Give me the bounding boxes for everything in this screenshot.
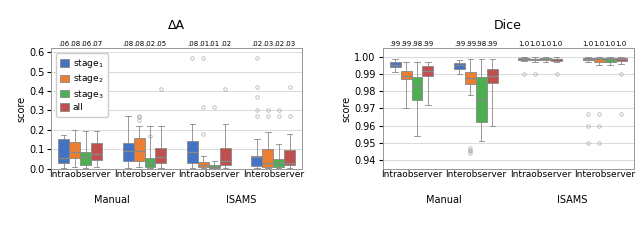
PathPatch shape [390, 62, 401, 67]
Y-axis label: score: score [16, 95, 26, 121]
PathPatch shape [156, 148, 166, 163]
Legend: stage$_1$, stage$_2$, stage$_3$, all: stage$_1$, stage$_2$, stage$_3$, all [56, 53, 108, 116]
PathPatch shape [487, 69, 498, 83]
PathPatch shape [187, 141, 198, 163]
PathPatch shape [69, 142, 80, 158]
PathPatch shape [209, 165, 220, 168]
Y-axis label: score: score [341, 95, 351, 121]
PathPatch shape [594, 58, 605, 62]
PathPatch shape [80, 152, 91, 165]
PathPatch shape [412, 77, 422, 100]
PathPatch shape [476, 77, 487, 122]
PathPatch shape [284, 150, 295, 165]
Title: Dice: Dice [494, 19, 522, 32]
PathPatch shape [401, 71, 412, 79]
PathPatch shape [465, 72, 476, 84]
Text: Manual: Manual [426, 195, 461, 205]
PathPatch shape [58, 139, 69, 163]
PathPatch shape [273, 159, 284, 167]
PathPatch shape [518, 58, 529, 60]
PathPatch shape [605, 58, 616, 62]
PathPatch shape [422, 66, 433, 76]
PathPatch shape [454, 63, 465, 69]
PathPatch shape [220, 148, 231, 165]
PathPatch shape [529, 59, 540, 60]
Text: ISAMS: ISAMS [226, 195, 256, 205]
PathPatch shape [91, 143, 102, 160]
Text: ISAMS: ISAMS [557, 195, 588, 205]
PathPatch shape [252, 156, 262, 166]
PathPatch shape [123, 143, 134, 161]
PathPatch shape [134, 138, 145, 161]
PathPatch shape [145, 158, 156, 167]
PathPatch shape [551, 59, 562, 61]
PathPatch shape [616, 58, 627, 61]
PathPatch shape [583, 58, 594, 60]
PathPatch shape [198, 162, 209, 167]
Title: ΔA: ΔA [168, 19, 185, 32]
Text: Manual: Manual [95, 195, 130, 205]
PathPatch shape [262, 149, 273, 167]
PathPatch shape [540, 58, 551, 60]
